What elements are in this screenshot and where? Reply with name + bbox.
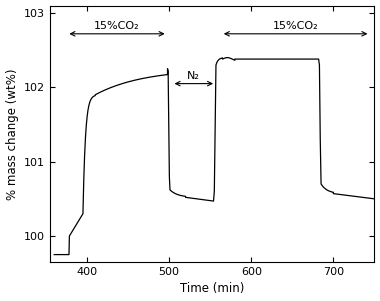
Text: N₂: N₂ (187, 71, 200, 81)
Y-axis label: % mass change (wt%): % mass change (wt%) (6, 68, 19, 200)
Text: 15%CO₂: 15%CO₂ (273, 21, 318, 31)
X-axis label: Time (min): Time (min) (180, 282, 244, 296)
Text: 15%CO₂: 15%CO₂ (94, 21, 140, 31)
